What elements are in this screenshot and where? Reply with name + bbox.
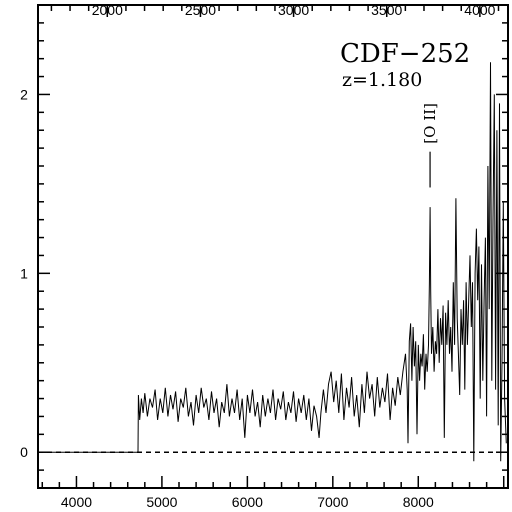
- chart-subtitle: z=1.180: [342, 69, 422, 91]
- bottom-tick-label: 6000: [232, 494, 263, 510]
- bottom-tick-label: 7000: [317, 494, 348, 510]
- y-tick-label: 1: [20, 265, 28, 281]
- top-tick-label: 2500: [185, 2, 216, 18]
- y-tick-label: 2: [20, 86, 28, 102]
- y-tick-label: 0: [20, 444, 28, 460]
- top-tick-label: 3000: [278, 2, 309, 18]
- top-tick-label: 2000: [92, 2, 123, 18]
- plot-frame-group: [37, 4, 509, 489]
- tick-labels-group: 4000 5000 6000 7000 8000 2000 2500 3000 3500 4000…: [20, 2, 496, 510]
- top-tick-label: 3500: [371, 2, 402, 18]
- plot-frame: [37, 4, 509, 489]
- top-tick-label: 4000: [464, 2, 495, 18]
- oii-annotation: [O II]: [421, 103, 439, 144]
- bottom-tick-label: 5000: [146, 494, 177, 510]
- bottom-tick-label: 4000: [61, 494, 92, 510]
- bottom-tick-label: 8000: [403, 494, 434, 510]
- ticks-group: [38, 4, 508, 489]
- title-group: CDF−252 z=1.180 [O II]: [340, 39, 470, 144]
- spectrum-line: [38, 62, 507, 462]
- data-group: [38, 62, 508, 462]
- chart-title: CDF−252: [340, 39, 470, 69]
